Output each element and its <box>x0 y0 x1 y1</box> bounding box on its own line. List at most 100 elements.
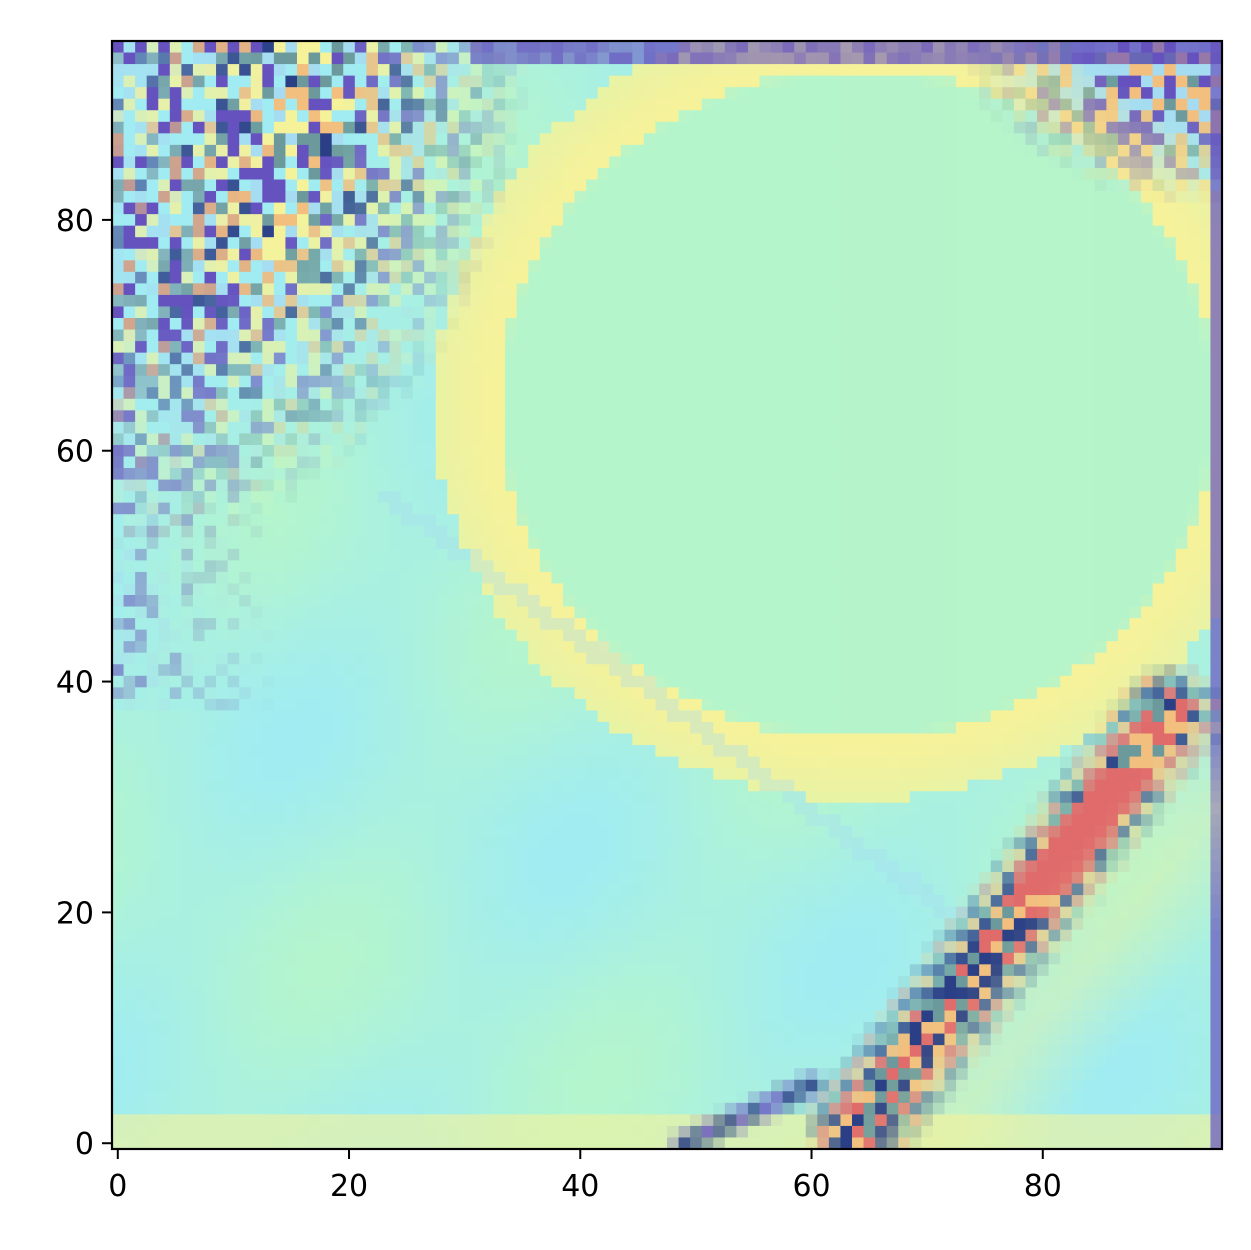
heatmap-cell <box>528 214 541 227</box>
heatmap-cell <box>967 52 980 65</box>
heatmap-cell <box>597 571 610 585</box>
heatmap-cell <box>690 618 703 631</box>
heatmap-cell <box>354 618 367 631</box>
heatmap-cell <box>794 283 807 296</box>
heatmap-cell <box>343 595 356 608</box>
heatmap-cell <box>308 121 321 134</box>
heatmap-cell <box>458 560 472 573</box>
heatmap-cell <box>690 214 703 227</box>
heatmap-cell <box>435 156 448 169</box>
heatmap-cell <box>574 306 587 319</box>
heatmap-cell <box>424 75 437 88</box>
heatmap-cell <box>1152 191 1165 204</box>
heatmap-cell <box>169 248 182 261</box>
heatmap-cell <box>1210 214 1223 227</box>
heatmap-cell <box>562 571 576 585</box>
heatmap-cell <box>216 479 229 492</box>
heatmap-cell <box>736 191 749 204</box>
heatmap-cell <box>493 87 506 100</box>
heatmap-cell <box>817 214 830 227</box>
heatmap-cell <box>482 629 495 642</box>
heatmap-cell <box>690 571 703 585</box>
heatmap-cell <box>250 167 263 181</box>
heatmap-cell <box>782 560 795 573</box>
heatmap-cell <box>609 479 622 492</box>
heatmap-cell <box>747 479 761 492</box>
heatmap-cell <box>539 271 552 284</box>
heatmap-cell <box>424 583 437 596</box>
heatmap-cell <box>1094 144 1107 158</box>
heatmap-cell <box>863 167 876 181</box>
heatmap-cell <box>1002 202 1015 215</box>
heatmap-cell <box>1037 491 1050 504</box>
heatmap-cell <box>759 271 772 284</box>
heatmap-cell <box>990 294 1003 308</box>
heatmap-cell <box>135 110 148 123</box>
heatmap-cell <box>505 595 518 608</box>
heatmap-cell <box>158 191 171 204</box>
heatmap-cell <box>932 318 946 331</box>
heatmap-cell <box>643 87 657 100</box>
heatmap-cell <box>482 167 495 181</box>
heatmap-cell <box>516 548 529 561</box>
heatmap-cell <box>192 456 206 469</box>
heatmap-cell <box>562 121 576 134</box>
heatmap-cell <box>1129 260 1142 273</box>
heatmap-cell <box>482 87 495 100</box>
heatmap-cell <box>204 398 217 411</box>
heatmap-cell <box>655 352 668 365</box>
heatmap-cell <box>828 595 842 608</box>
heatmap-cell <box>250 618 263 631</box>
heatmap-cell <box>1198 144 1212 158</box>
heatmap-cell <box>227 75 240 88</box>
heatmap-cell <box>204 191 217 204</box>
heatmap-cell <box>1152 306 1165 319</box>
heatmap-cell <box>609 87 622 100</box>
heatmap-cell <box>852 629 865 642</box>
heatmap-cell <box>297 560 310 573</box>
heatmap-cell <box>401 537 414 550</box>
heatmap-cell <box>1129 202 1142 215</box>
heatmap-cell <box>401 514 414 527</box>
heatmap-cell <box>1071 144 1084 158</box>
heatmap-cell <box>1083 75 1096 88</box>
heatmap-cell <box>505 202 518 215</box>
heatmap-cell <box>747 375 761 388</box>
heatmap-cell <box>875 87 888 100</box>
heatmap-cell <box>493 202 506 215</box>
heatmap-cell <box>771 260 784 273</box>
heatmap-cell <box>852 87 865 100</box>
heatmap-cell <box>401 87 414 100</box>
heatmap-cell <box>956 433 969 446</box>
heatmap-cell <box>343 537 356 550</box>
heatmap-cell <box>1198 75 1212 88</box>
heatmap-cell <box>898 202 911 215</box>
heatmap-cell <box>112 606 125 619</box>
heatmap-cell <box>944 237 957 250</box>
heatmap-cell <box>285 110 298 123</box>
heatmap-cell <box>1025 294 1038 308</box>
heatmap-cell <box>389 560 402 573</box>
heatmap-cell <box>932 341 946 354</box>
heatmap-cell <box>181 87 194 100</box>
heatmap-cell <box>944 456 957 469</box>
heatmap-cell <box>1129 306 1142 319</box>
heatmap-cell <box>1037 306 1050 319</box>
heatmap-cell <box>482 583 495 596</box>
heatmap-cell <box>944 318 957 331</box>
heatmap-cell <box>1060 421 1073 435</box>
heatmap-cell <box>678 514 691 527</box>
heatmap-cell <box>1094 352 1107 365</box>
heatmap-cell <box>782 375 795 388</box>
heatmap-cell <box>562 537 576 550</box>
heatmap-cell <box>1002 595 1015 608</box>
heatmap-cell <box>216 514 229 527</box>
heatmap-cell <box>1198 156 1212 169</box>
heatmap-cell <box>701 87 714 100</box>
heatmap-cell <box>632 133 645 146</box>
heatmap-cell <box>297 191 310 204</box>
heatmap-cell <box>967 260 980 273</box>
heatmap-cell <box>747 271 761 284</box>
heatmap-cell <box>909 456 922 469</box>
heatmap-cell <box>921 98 934 111</box>
